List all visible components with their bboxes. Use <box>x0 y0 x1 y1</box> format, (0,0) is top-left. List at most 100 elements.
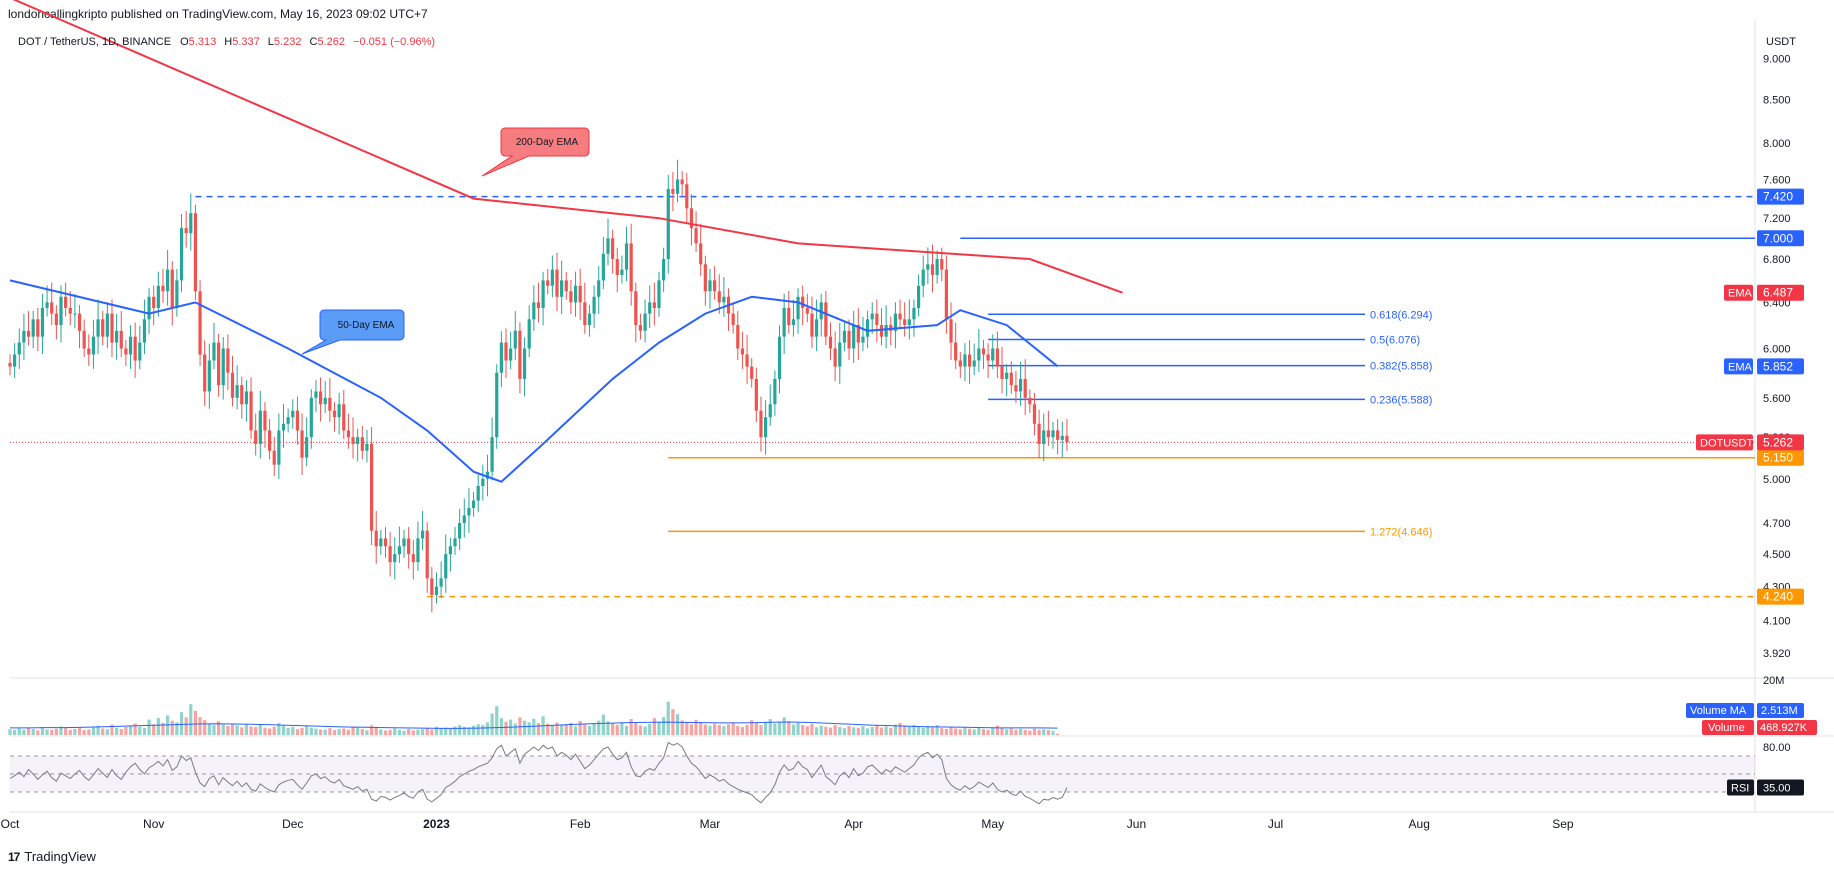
volume-bar <box>930 727 935 735</box>
candle-body <box>833 348 837 367</box>
volume-bar <box>648 724 652 735</box>
candle-body <box>101 319 105 337</box>
volume-bar <box>852 727 856 735</box>
candle-body <box>662 259 666 281</box>
time-tick-label: Mar <box>700 817 721 831</box>
candle-body <box>560 280 564 297</box>
candle-body <box>740 348 745 355</box>
candle-body <box>1042 430 1046 444</box>
candle-body <box>458 523 462 539</box>
candle-body <box>1005 372 1009 379</box>
volume-bar <box>309 727 313 735</box>
candle-body <box>527 319 531 349</box>
candle-body <box>328 397 332 411</box>
volume-bar <box>699 722 703 735</box>
volume-bar <box>680 720 684 735</box>
candle-body <box>504 342 508 361</box>
volume-bar <box>342 728 346 735</box>
volume-bar <box>1009 728 1013 735</box>
candle-body <box>699 243 703 265</box>
candle-body <box>708 280 712 292</box>
volume-bar <box>986 729 990 735</box>
candle-body <box>536 302 541 308</box>
time-tick-label: Aug <box>1409 817 1430 831</box>
candle-body <box>267 430 272 451</box>
volume-bar <box>1000 727 1004 735</box>
time-axis: Oct Nov Dec 2023 Feb Mar Apr May Jun Jul Aug Sep <box>1 817 1574 831</box>
volume-bar <box>244 724 249 735</box>
volume-bar <box>801 725 805 735</box>
price-label-value-badge <box>1757 284 1804 301</box>
volume-bar <box>36 730 40 735</box>
candle-body <box>680 179 684 185</box>
volume-bar <box>963 727 967 735</box>
volume-bar <box>198 717 202 735</box>
volume-bar <box>643 726 647 735</box>
volume-bar <box>935 725 939 735</box>
volume-bar <box>805 726 809 735</box>
volume-bar <box>142 727 147 735</box>
candle-body <box>713 280 717 292</box>
tradingview-logo[interactable]: 17 TradingView <box>8 849 96 864</box>
volume-bar <box>50 730 54 735</box>
volume-bar <box>949 727 953 735</box>
volume-bar <box>462 726 466 735</box>
volume-bar <box>425 727 429 735</box>
price-label-value-badge <box>1757 358 1804 375</box>
volume-bar <box>768 719 772 735</box>
fib-label: 0.618(6.294) <box>1370 309 1432 321</box>
candle-body <box>824 302 828 337</box>
price-label-name-badge <box>1724 358 1753 375</box>
price-label-value: 5.852 <box>1763 359 1793 373</box>
candle-body <box>124 348 128 355</box>
volume-bar <box>893 724 898 735</box>
candle-body <box>203 354 207 392</box>
volume-bar <box>944 728 948 735</box>
candle-body <box>369 443 374 531</box>
volume-bar <box>481 725 485 735</box>
candle-body <box>462 515 466 524</box>
candle-body <box>634 291 638 326</box>
candle-body <box>532 302 536 320</box>
low-value: 5.232 <box>274 36 302 48</box>
candle-body <box>420 530 425 539</box>
candle-body <box>434 586 439 595</box>
candle-body <box>611 238 615 260</box>
time-tick-label: 2023 <box>423 817 450 831</box>
volume-bar <box>26 727 31 735</box>
candle-body <box>935 259 939 275</box>
candle-body <box>685 184 689 209</box>
price-tick-label: 4.100 <box>1763 616 1791 628</box>
volume-bar <box>555 722 559 735</box>
candle-body <box>606 238 610 254</box>
volume-bar <box>597 720 601 735</box>
support-4240-badge-label: 4.240 <box>1763 590 1793 604</box>
volume-bar <box>119 728 123 735</box>
volume-bar <box>254 727 258 735</box>
candle-body <box>587 313 592 326</box>
ema50-line <box>9 279 1059 483</box>
volume-bar <box>782 717 786 735</box>
price-label-name-badge <box>1724 284 1753 301</box>
candle-body <box>777 336 782 379</box>
candle-body <box>666 188 670 260</box>
volume-bar <box>1023 730 1027 735</box>
volume-top-tick: 20M <box>1763 675 1784 687</box>
price-label-name: DOTUSDT <box>1700 437 1753 449</box>
volume-bar <box>685 722 689 735</box>
candle-body <box>907 319 911 326</box>
candle-body <box>703 264 707 292</box>
candle-body <box>244 391 249 405</box>
volume-bar <box>217 721 221 735</box>
candle-body <box>791 319 796 326</box>
resistance-7420-badge <box>1757 188 1804 205</box>
candle-body <box>555 269 559 297</box>
volume-bar <box>560 725 564 735</box>
volume-bar <box>689 724 694 735</box>
rsi-line <box>9 741 1068 805</box>
candle-body <box>949 319 953 343</box>
volume-bar <box>374 727 378 735</box>
volume-bar <box>337 728 341 735</box>
volume-ma-line <box>10 721 1058 729</box>
